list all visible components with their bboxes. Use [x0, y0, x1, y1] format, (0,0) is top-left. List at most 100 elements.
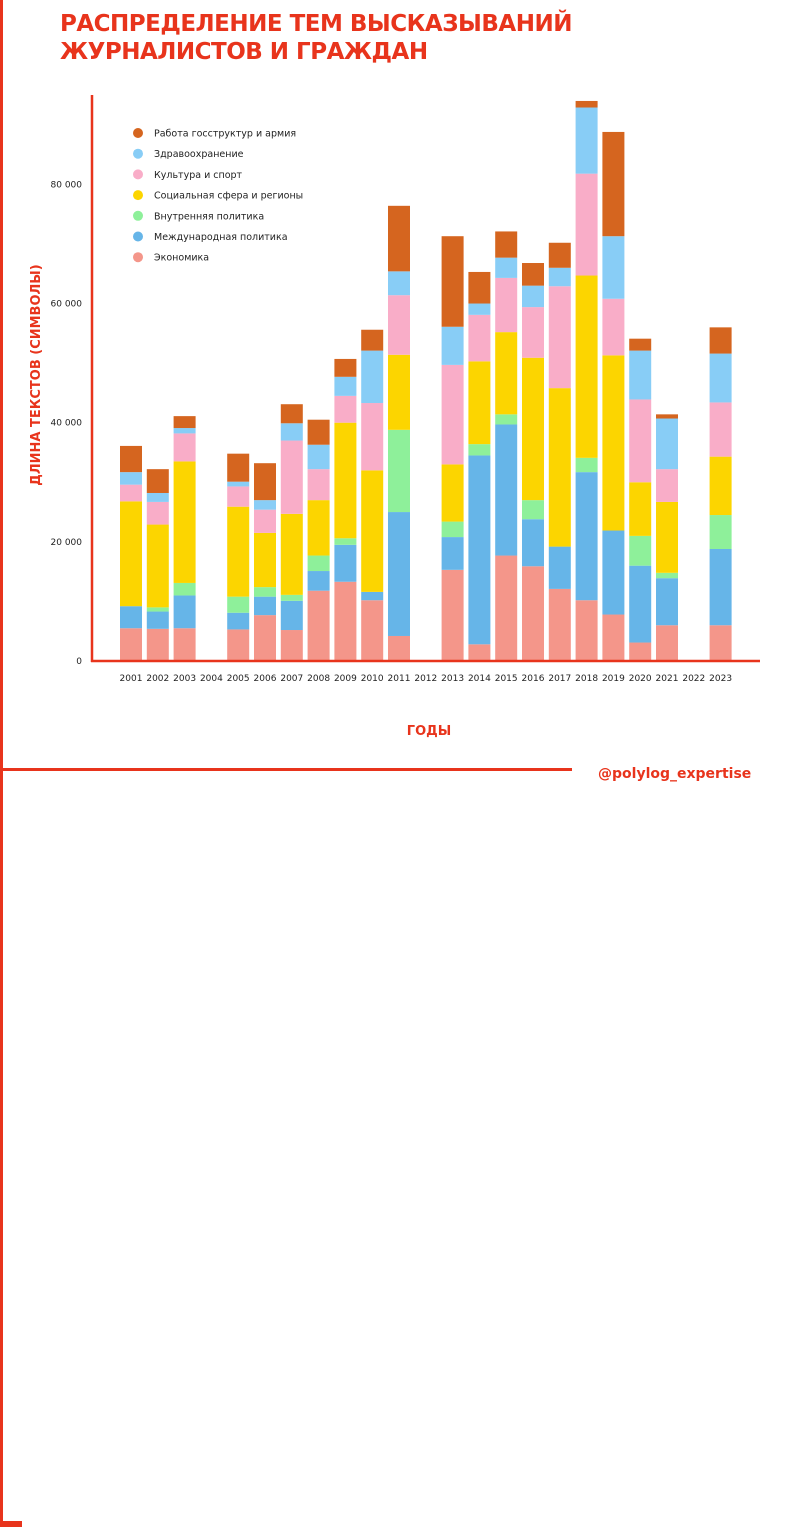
bar-segment — [173, 428, 196, 434]
bar-segment — [146, 469, 169, 493]
y-tick-label: 80 000 — [51, 180, 83, 190]
bar-segment — [227, 612, 250, 630]
bar-segment — [173, 628, 196, 661]
bar-segment — [146, 611, 169, 629]
x-tick-label: 2023 — [709, 674, 732, 684]
bar-segment — [709, 402, 732, 457]
bar-segment — [307, 500, 330, 556]
x-tick-label: 2021 — [656, 674, 679, 684]
x-tick-label: 2020 — [629, 674, 652, 684]
bar-segment — [629, 535, 652, 566]
bar-segment — [173, 461, 196, 583]
bar-segment — [120, 472, 142, 485]
bar-segment — [656, 578, 678, 626]
bar-segment — [146, 524, 169, 608]
bar-segment — [254, 532, 276, 588]
bar-segment — [120, 484, 142, 502]
bar-segment — [334, 581, 357, 661]
bar-segment — [227, 481, 250, 487]
bar-segment — [522, 263, 544, 286]
bar-segment — [280, 440, 303, 514]
bar-segment — [173, 433, 196, 462]
bar-segment — [388, 354, 410, 430]
bar-segment — [522, 285, 544, 308]
bar-segment — [120, 606, 142, 629]
bar-segment — [388, 295, 410, 355]
bar-segment — [629, 338, 652, 351]
bar-segment — [575, 173, 598, 276]
bar-segment — [709, 515, 732, 549]
legend-marker — [133, 148, 143, 159]
x-tick-label: 2010 — [361, 674, 384, 684]
x-tick-label: 2006 — [254, 674, 277, 684]
bar-segment — [709, 625, 732, 661]
bar-segment — [254, 509, 276, 533]
bar-segment — [254, 615, 276, 661]
bar-segment — [441, 521, 464, 538]
bar-segment — [254, 500, 276, 510]
frame-bottom-border — [0, 768, 572, 771]
bar-segment — [468, 303, 491, 315]
bar-segment — [548, 242, 571, 268]
bar-segment — [522, 357, 544, 501]
bar-segment — [441, 326, 464, 365]
x-tick-label: 2014 — [468, 674, 491, 684]
bar-segment — [120, 445, 142, 473]
bars-group: 2001 2002 2003 2004 2005 2006 2007 2008 2009 2010… — [120, 100, 732, 684]
bar-segment — [254, 463, 276, 501]
bar-segment — [468, 314, 491, 362]
bar-segment — [254, 596, 276, 616]
bar-segment — [361, 403, 384, 471]
bar-segment — [522, 519, 544, 567]
x-tick-label: 2013 — [441, 674, 464, 684]
x-tick-label: 2022 — [682, 674, 705, 684]
y-tick-label: 60 000 — [51, 300, 83, 310]
bar-segment — [120, 628, 142, 661]
bar-segment — [656, 418, 678, 470]
bar-segment — [361, 470, 384, 592]
bar-segment — [227, 629, 250, 661]
bar-segment — [361, 329, 384, 351]
bar-segment — [522, 566, 544, 661]
x-tick-label: 2001 — [120, 674, 143, 684]
bar-segment — [307, 469, 330, 501]
bar-segment — [575, 600, 598, 661]
bar-segment — [495, 332, 518, 415]
x-axis-title: ГОДЫ — [407, 724, 451, 739]
legend-label: Культура и спорт — [154, 170, 243, 181]
bar-segment — [602, 236, 625, 299]
bar-segment — [227, 453, 250, 482]
bar-segment — [522, 307, 544, 358]
x-tick-label: 2012 — [414, 674, 437, 684]
x-tick-label: 2002 — [146, 674, 169, 684]
bar-segment — [495, 257, 518, 278]
bar-segment — [227, 506, 250, 597]
bar-segment — [575, 472, 598, 601]
bar-segment — [602, 614, 625, 661]
bar-segment — [656, 469, 678, 502]
bar-segment — [709, 548, 732, 626]
bar-segment — [441, 569, 464, 661]
bar-segment — [495, 277, 518, 333]
x-tick-label: 2007 — [280, 674, 303, 684]
bar-segment — [441, 537, 464, 570]
bar-segment — [334, 422, 357, 539]
frame-right-border — [0, 771, 3, 1521]
bar-segment — [146, 607, 169, 612]
bar-segment — [120, 501, 142, 607]
x-tick-label: 2019 — [602, 674, 625, 684]
bar-segment — [602, 298, 625, 356]
bar-segment — [495, 424, 518, 556]
bar-segment — [629, 482, 652, 536]
bar-segment — [441, 236, 464, 327]
bar-segment — [468, 361, 491, 445]
x-tick-label: 2003 — [173, 674, 196, 684]
x-tick-label: 2018 — [575, 674, 598, 684]
x-tick-label: 2004 — [200, 674, 223, 684]
bar-segment — [495, 414, 518, 425]
bar-segment — [629, 350, 652, 400]
bar-segment — [548, 388, 571, 547]
bar-segment — [334, 544, 357, 582]
legend-label: Экономика — [154, 253, 209, 264]
bar-segment — [307, 555, 330, 572]
